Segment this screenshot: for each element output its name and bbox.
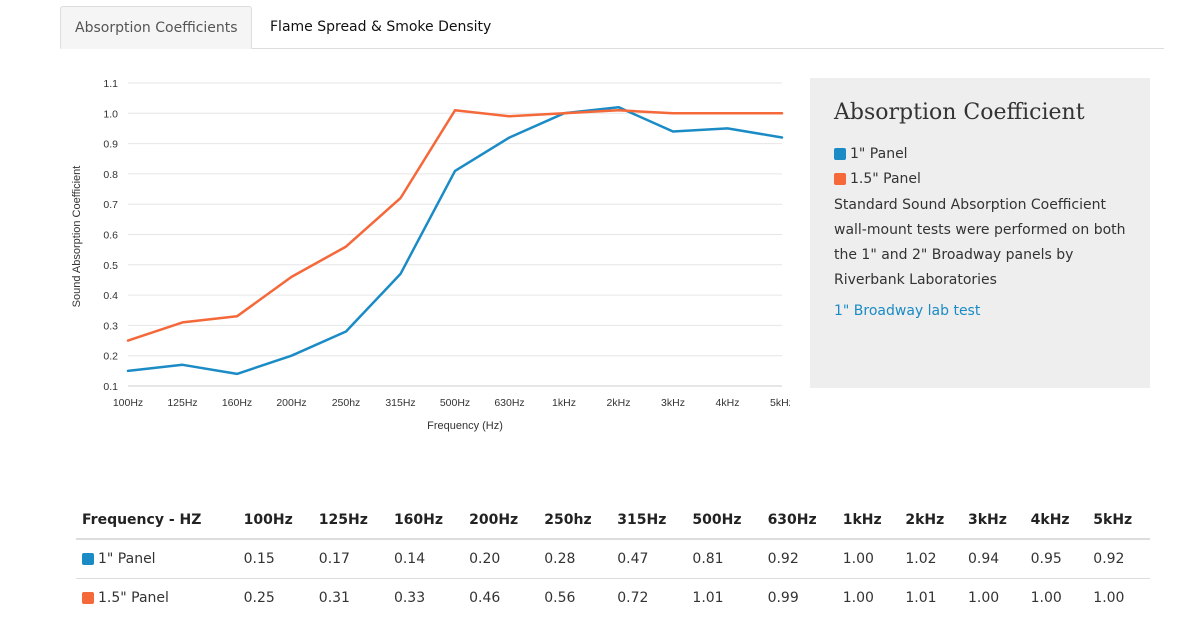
tab-absorption-coefficients[interactable]: Absorption Coefficients xyxy=(60,6,252,49)
info-description: Standard Sound Absorption Coefficient wa… xyxy=(834,197,1126,288)
x-tick-label: 5kHz xyxy=(770,397,790,409)
x-tick-label: 2kHz xyxy=(607,397,631,409)
tab-flame-spread-smoke-density[interactable]: Flame Spread & Smoke Density xyxy=(270,19,492,35)
y-tick-label: 0.6 xyxy=(103,230,118,242)
x-tick-label: 160Hz xyxy=(222,397,252,409)
series-line-1in-panel xyxy=(126,105,784,376)
table-row-label: 1" Panel xyxy=(76,539,238,579)
x-tick-label: 315Hz xyxy=(385,397,415,409)
legend-item-1in-panel: 1" Panel xyxy=(834,141,1126,166)
y-tick-label: 0.3 xyxy=(103,320,118,332)
lab-test-link[interactable]: 1" Broadway lab test xyxy=(834,303,981,319)
table-header: 4kHz xyxy=(1024,502,1088,540)
table-header: 125Hz xyxy=(312,502,388,540)
y-tick-label: 0.1 xyxy=(103,381,118,393)
table-cell: 1.00 xyxy=(1030,590,1062,606)
table-header: 3kHz xyxy=(962,502,1025,540)
table-cell: 0.94 xyxy=(962,539,1025,579)
y-tick-label: 0.2 xyxy=(103,351,118,363)
table-cell: 0.14 xyxy=(387,539,464,579)
table-cell: 0.92 xyxy=(761,539,837,579)
table-header: 250hz xyxy=(538,502,612,540)
x-axis-title: Frequency (Hz) xyxy=(427,420,503,432)
tab-bar: Absorption Coefficients Flame Spread & S… xyxy=(60,6,1164,49)
table-header: 5kHz xyxy=(1087,502,1150,540)
table-cell: 0.25 xyxy=(243,590,275,606)
x-tick-label: 125Hz xyxy=(167,397,197,409)
table-cell: 0.92 xyxy=(1087,539,1150,579)
table-cell: 0.31 xyxy=(318,590,350,606)
legend-swatch xyxy=(834,172,846,185)
y-tick-label: 1.1 xyxy=(103,78,118,90)
table-cell: 1.01 xyxy=(905,590,937,606)
y-axis-title: Sound Absorption Coefficient xyxy=(71,166,83,308)
table-cell: 0.15 xyxy=(237,539,313,579)
table-cell: 0.47 xyxy=(611,539,687,579)
table-cell: 0.72 xyxy=(617,590,649,606)
table-row: 1.5" Panel 0.25 0.31 0.33 0.46 0.56 0.72… xyxy=(76,579,1150,618)
legend-swatch xyxy=(834,147,846,160)
x-tick-label: 1kHz xyxy=(552,397,576,409)
table-header: 160Hz xyxy=(387,502,464,540)
legend-label: 1" Panel xyxy=(850,145,908,162)
table-cell: 0.46 xyxy=(469,590,501,606)
y-tick-label: 0.4 xyxy=(103,290,118,302)
table-cell: 1.00 xyxy=(968,590,1000,606)
row-label-text: 1" Panel xyxy=(98,551,156,567)
table-header: 630Hz xyxy=(761,502,837,540)
info-panel: Absorption Coefficient 1" Panel 1.5" Pan… xyxy=(810,78,1150,388)
x-tick-label: 500Hz xyxy=(440,397,470,409)
table-header: 1kHz xyxy=(836,502,900,540)
row-swatch xyxy=(82,592,94,604)
table-header: 200Hz xyxy=(463,502,539,540)
x-tick-label: 200Hz xyxy=(276,397,306,409)
absorption-data-table: Frequency - HZ 100Hz 125Hz 160Hz 200Hz 2… xyxy=(76,502,1150,617)
table-cell: 1.00 xyxy=(1093,590,1125,606)
table-cell: 1.00 xyxy=(836,539,900,579)
table-header: 100Hz xyxy=(237,502,313,540)
x-tick-label: 4kHz xyxy=(716,397,740,409)
table-row-label: 1.5" Panel xyxy=(76,579,238,618)
table-cell: 0.17 xyxy=(312,539,388,579)
y-tick-label: 0.8 xyxy=(103,169,118,181)
table-row: 1" Panel 0.15 0.17 0.14 0.20 0.28 0.47 0… xyxy=(76,539,1150,579)
y-tick-label: 1.0 xyxy=(103,108,118,120)
table-cell: 0.81 xyxy=(686,539,762,579)
x-tick-label: 100Hz xyxy=(113,397,143,409)
table-header: 2kHz xyxy=(899,502,962,540)
x-tick-label: 630Hz xyxy=(494,397,524,409)
table-cell: 1.00 xyxy=(842,590,874,606)
table-cell: 0.99 xyxy=(767,590,799,606)
table-header: 500Hz xyxy=(686,502,762,540)
x-tick-label: 250hz xyxy=(332,397,361,409)
table-cell: 0.56 xyxy=(544,590,576,606)
legend-item-1-5in-panel: 1.5" Panel xyxy=(834,166,1126,191)
x-tick-label: 3kHz xyxy=(661,397,685,409)
table-cell: 0.20 xyxy=(463,539,539,579)
table-cell: 0.95 xyxy=(1024,539,1088,579)
table-cell: 0.33 xyxy=(393,590,426,606)
table-header-row: Frequency - HZ 100Hz 125Hz 160Hz 200Hz 2… xyxy=(76,502,1150,540)
table-header: Frequency - HZ xyxy=(76,502,238,540)
table-cell: 1.02 xyxy=(899,539,962,579)
table-cell: 1.01 xyxy=(692,590,724,606)
absorption-line-chart: 0.1 0.2 0.3 0.4 0.5 0.6 0.7 0.8 0.9 1.0 1.1 100Hz 12… xyxy=(71,78,790,432)
series-line-1-5in-panel xyxy=(126,109,784,342)
y-tick-label: 0.9 xyxy=(103,139,118,151)
row-label-text: 1.5" Panel xyxy=(98,590,169,606)
row-swatch xyxy=(82,553,94,565)
table-cell: 0.28 xyxy=(538,539,612,579)
table-header: 315Hz xyxy=(611,502,687,540)
y-tick-label: 0.7 xyxy=(103,199,118,211)
legend-label: 1.5" Panel xyxy=(850,170,921,187)
info-title: Absorption Coefficient xyxy=(834,100,1085,125)
y-tick-label: 0.5 xyxy=(103,260,118,272)
